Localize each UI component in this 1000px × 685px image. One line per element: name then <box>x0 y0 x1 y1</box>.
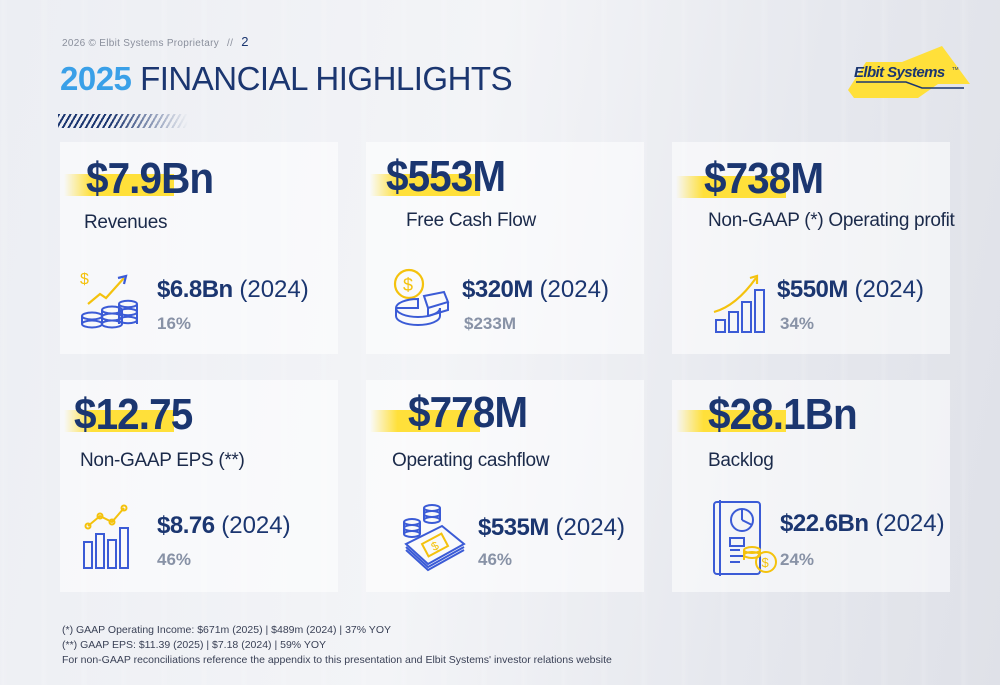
metric-card-backlog: $28.1Bn Backlog $ $22.6Bn (2024) 24% <box>672 380 950 592</box>
eps-chart-icon <box>83 504 129 569</box>
metric-card-free-cash-flow: $553M Free Cash Flow $ $320M (2024) $233… <box>366 142 644 354</box>
change-value: 46% <box>157 550 192 569</box>
change-value: 34% <box>780 314 815 333</box>
value-highlight <box>64 410 174 432</box>
metric-card-operating-cashflow: $778M Operating cashflow $ $535M (2024) … <box>366 380 644 592</box>
value-highlight <box>370 174 480 196</box>
value-highlight <box>64 174 174 196</box>
title-year: 2025 <box>60 60 132 97</box>
metric-value: $28.1Bn <box>708 390 858 439</box>
metric-value: $778M <box>408 388 528 437</box>
metric-value: $553M <box>386 152 506 201</box>
metric-label: Operating cashflow <box>392 450 550 471</box>
value-highlight <box>370 410 480 432</box>
previous-year-value: $320M (2024) <box>462 276 609 303</box>
change-value: $233M <box>464 314 516 333</box>
metric-label: Revenues <box>84 212 168 233</box>
svg-text:TM: TM <box>952 66 959 71</box>
footnote-reconciliation: For non-GAAP reconciliations reference t… <box>62 654 612 666</box>
header-meta: 2026 © Elbit Systems Proprietary // 2 <box>62 34 249 49</box>
svg-text:$: $ <box>403 275 413 295</box>
title-underline-hatch <box>58 114 188 128</box>
change-value: 16% <box>157 314 192 333</box>
metric-label: Backlog <box>708 450 774 471</box>
value-highlight <box>676 410 786 432</box>
metric-card-revenues: $7.9Bn Revenues $ $6.8Bn (2024) 16% <box>60 142 338 354</box>
change-value: 46% <box>478 550 513 569</box>
page-number: 2 <box>241 34 249 49</box>
metric-label: Free Cash Flow <box>406 210 536 231</box>
previous-year-value: $550M (2024) <box>777 276 924 303</box>
change-value: 24% <box>780 550 815 569</box>
elbit-systems-logo: Elbit Systems TM <box>848 46 970 98</box>
svg-text:$: $ <box>762 555 770 570</box>
metric-value: $12.75 <box>74 390 193 439</box>
svg-text:$: $ <box>80 271 89 288</box>
metric-card-eps: $12.75 Non-GAAP EPS (**) $8.76 (2024) 46… <box>60 380 338 592</box>
previous-year-value: $8.76 (2024) <box>157 512 291 539</box>
title-text: FINANCIAL HIGHLIGHTS <box>131 60 513 97</box>
coin-pie-icon: $ <box>393 268 450 326</box>
previous-year-value: $535M (2024) <box>478 514 625 541</box>
svg-text:Elbit Systems: Elbit Systems <box>854 64 945 81</box>
bar-growth-icon <box>713 274 765 333</box>
revenue-growth-icon: $ <box>80 271 138 329</box>
page-title: 2025 FINANCIAL HIGHLIGHTS <box>60 60 513 98</box>
copyright-text: 2026 © Elbit Systems Proprietary <box>62 38 220 49</box>
metric-value: $738M <box>704 154 824 203</box>
metric-value: $7.9Bn <box>86 154 214 203</box>
footnote-gaap-eps: (**) GAAP EPS: $11.39 (2025) | $7.18 (20… <box>62 639 327 651</box>
value-highlight <box>676 176 786 198</box>
metric-label: Non-GAAP EPS (**) <box>80 450 245 471</box>
report-coins-icon: $ <box>713 500 777 576</box>
svg-text:$: $ <box>429 538 442 554</box>
cash-coins-icon: $ <box>403 504 466 572</box>
footnote-gaap-operating-income: (*) GAAP Operating Income: $671m (2025) … <box>62 624 391 636</box>
header-separator: // <box>227 38 234 49</box>
metric-card-operating-profit: $738M Non-GAAP (*) Operating profit $550… <box>672 142 955 354</box>
previous-year-value: $22.6Bn (2024) <box>780 510 945 537</box>
previous-year-value: $6.8Bn (2024) <box>157 276 309 303</box>
metric-label: Non-GAAP (*) Operating profit <box>708 210 955 231</box>
